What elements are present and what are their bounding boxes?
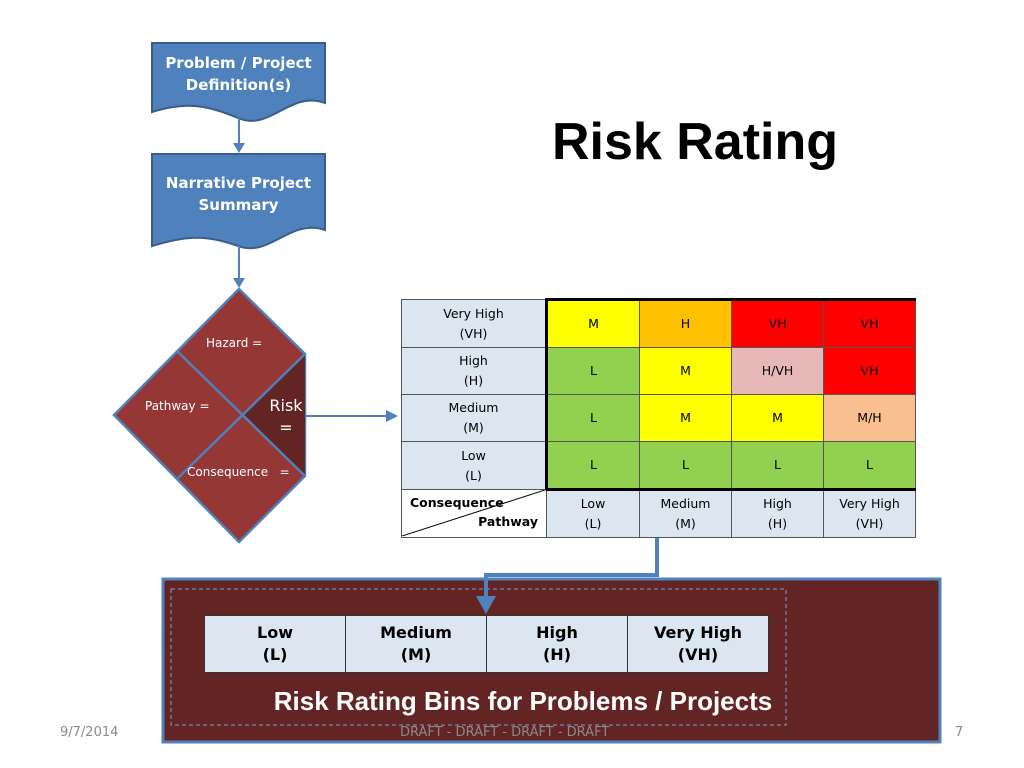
row-header-abbr: (L) bbox=[465, 467, 482, 483]
pathway-axis-label: Pathway bbox=[478, 514, 538, 529]
risk-rating-bins: Low (L) Medium (M) High (H) Very High (V… bbox=[204, 615, 769, 673]
matrix-row-very-high: Very High (VH) M H VH VH bbox=[401, 298, 916, 348]
matrix-cell: H/VH bbox=[731, 347, 824, 395]
row-header-text: High bbox=[459, 353, 488, 368]
matrix-cell: M/H bbox=[823, 394, 916, 442]
column-header-abbr: (M) bbox=[675, 516, 696, 531]
matrix-row-low: Low (L) L L L L bbox=[401, 441, 916, 491]
matrix-cell: VH bbox=[823, 298, 916, 348]
problem-definition-line-2: Definition(s) bbox=[185, 76, 292, 94]
column-header-abbr: (VH) bbox=[855, 516, 884, 531]
narrative-summary-line-2: Summary bbox=[198, 196, 279, 214]
problem-definition-label: Problem / Project Definition(s) bbox=[152, 52, 325, 96]
footer-draft: DRAFT - DRAFT - DRAFT - DRAFT bbox=[400, 725, 610, 740]
bin-abbr: (M) bbox=[400, 645, 432, 664]
bin-text: Low bbox=[257, 623, 293, 642]
risk-label: Risk = bbox=[266, 395, 306, 439]
risk-matrix: Very High (VH) M H VH VH High (H) L M H/… bbox=[401, 298, 916, 538]
row-header-very-high: Very High (VH) bbox=[401, 299, 547, 348]
matrix-column-header-row: Consequence Pathway Low (L) Medium (M) H… bbox=[401, 489, 916, 538]
connector-line bbox=[484, 535, 659, 600]
column-header-abbr: (L) bbox=[584, 516, 602, 531]
matrix-cell: L bbox=[823, 441, 916, 491]
row-header-abbr: (M) bbox=[463, 420, 484, 435]
column-header-low: Low (L) bbox=[546, 489, 640, 538]
matrix-cell: M bbox=[639, 394, 732, 442]
row-header-abbr: (VH) bbox=[459, 325, 488, 341]
diamond-divider bbox=[177, 351, 306, 477]
bin-very-high: Very High (VH) bbox=[627, 615, 769, 673]
bin-abbr: (VH) bbox=[677, 645, 719, 664]
bin-low: Low (L) bbox=[204, 615, 346, 673]
matrix-cell: L bbox=[545, 441, 640, 491]
column-header-text: Low bbox=[580, 496, 606, 511]
column-header-medium: Medium (M) bbox=[639, 489, 732, 538]
matrix-cell: L bbox=[731, 441, 824, 491]
risk-triangle bbox=[244, 354, 305, 476]
row-header-text: Very High bbox=[443, 305, 504, 321]
connector-arrowhead bbox=[233, 278, 245, 288]
risk-diamond bbox=[112, 287, 307, 544]
row-header-text: Medium bbox=[448, 400, 499, 415]
column-header-high: High (H) bbox=[731, 489, 824, 538]
bin-abbr: (L) bbox=[262, 645, 288, 664]
matrix-cell: M bbox=[639, 347, 732, 395]
matrix-cell: M bbox=[731, 394, 824, 442]
row-header-medium: Medium (M) bbox=[401, 394, 547, 442]
matrix-cell: L bbox=[545, 394, 640, 442]
bin-abbr: (H) bbox=[542, 645, 571, 664]
row-header-low: Low (L) bbox=[401, 441, 547, 490]
narrative-summary-line-1: Narrative Project bbox=[165, 174, 312, 192]
matrix-row-high: High (H) L M H/VH VH bbox=[401, 347, 916, 395]
bins-panel-dashed-border bbox=[170, 588, 787, 726]
connector-arrowhead bbox=[386, 410, 398, 422]
consequence-axis-label: Consequence bbox=[410, 495, 504, 510]
page-title: Risk Rating bbox=[551, 113, 839, 171]
narrative-summary-label: Narrative Project Summary bbox=[152, 172, 325, 216]
pathway-label: Pathway = bbox=[145, 399, 210, 413]
matrix-corner-cell: Consequence Pathway bbox=[401, 489, 547, 538]
row-header-abbr: (H) bbox=[463, 373, 484, 388]
column-header-text: Medium bbox=[660, 496, 711, 511]
column-header-text: Very High bbox=[839, 496, 900, 511]
hazard-label: Hazard = bbox=[206, 336, 263, 350]
matrix-cell: H bbox=[639, 298, 732, 348]
consequence-label: Consequence = bbox=[187, 465, 290, 479]
bin-text: High bbox=[536, 623, 578, 642]
matrix-cell: L bbox=[639, 441, 732, 491]
footer-date: 9/7/2014 bbox=[60, 725, 119, 740]
risk-label-line-1: Risk bbox=[269, 396, 303, 415]
bins-row: Low (L) Medium (M) High (H) Very High (V… bbox=[204, 615, 769, 673]
matrix-cell: M bbox=[545, 298, 640, 348]
footer-page-number: 7 bbox=[955, 725, 964, 740]
matrix-row-medium: Medium (M) L M M M/H bbox=[401, 394, 916, 442]
matrix-cell: VH bbox=[731, 298, 824, 348]
risk-label-line-2: = bbox=[279, 418, 293, 437]
problem-definition-line-1: Problem / Project bbox=[165, 54, 312, 72]
bin-text: Very High bbox=[654, 623, 742, 642]
bins-title: Risk Rating Bins for Problems / Projects bbox=[273, 686, 773, 716]
diamond-divider bbox=[177, 353, 306, 479]
connector-arrowhead bbox=[476, 596, 496, 614]
bin-medium: Medium (M) bbox=[345, 615, 487, 673]
row-header-high: High (H) bbox=[401, 347, 547, 395]
matrix-cell: L bbox=[545, 347, 640, 395]
column-header-very-high: Very High (VH) bbox=[823, 489, 916, 538]
connector-arrowhead bbox=[233, 143, 245, 153]
corner-diagonal bbox=[402, 490, 545, 536]
matrix-cell: VH bbox=[823, 347, 916, 395]
column-header-text: High bbox=[763, 496, 792, 511]
bin-high: High (H) bbox=[486, 615, 628, 673]
bin-text: Medium bbox=[380, 623, 452, 642]
row-header-text: Low bbox=[461, 447, 486, 463]
column-header-abbr: (H) bbox=[767, 516, 788, 531]
